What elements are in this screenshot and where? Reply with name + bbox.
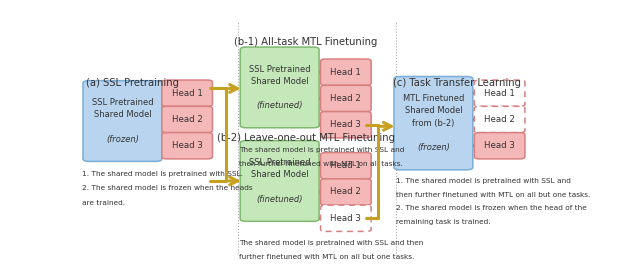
FancyBboxPatch shape — [162, 80, 212, 106]
Text: Head 2: Head 2 — [330, 94, 362, 103]
FancyBboxPatch shape — [394, 76, 473, 170]
Text: from (b-2): from (b-2) — [412, 119, 454, 128]
Text: Head 3: Head 3 — [484, 141, 515, 150]
Text: Shared Model: Shared Model — [93, 111, 151, 120]
FancyBboxPatch shape — [321, 59, 371, 85]
Text: (a) SSL Pretraining: (a) SSL Pretraining — [86, 78, 179, 88]
FancyBboxPatch shape — [321, 205, 371, 232]
Text: SSL Pretrained: SSL Pretrained — [249, 158, 310, 167]
Text: Head 1: Head 1 — [330, 161, 362, 170]
Text: (frozen): (frozen) — [106, 135, 139, 144]
Text: 1. The shared model is pretrained with SSL and: 1. The shared model is pretrained with S… — [396, 178, 572, 184]
Text: 2. The shared model is frozen when the heads: 2. The shared model is frozen when the h… — [83, 185, 253, 191]
FancyBboxPatch shape — [162, 133, 212, 159]
Text: (b-1) All-task MTL Finetuning: (b-1) All-task MTL Finetuning — [234, 37, 378, 47]
Text: then further finetuned with MTL on all tasks.: then further finetuned with MTL on all t… — [239, 161, 403, 167]
FancyBboxPatch shape — [474, 133, 525, 159]
FancyBboxPatch shape — [321, 85, 371, 112]
Text: remaining task is trained.: remaining task is trained. — [396, 219, 491, 225]
Text: The shared model is pretrained with SSL and: The shared model is pretrained with SSL … — [239, 147, 404, 153]
Text: (finetuned): (finetuned) — [257, 101, 303, 110]
Text: MTL Finetuned: MTL Finetuned — [403, 94, 464, 103]
FancyBboxPatch shape — [321, 112, 371, 138]
Text: Head 3: Head 3 — [172, 141, 203, 150]
Text: Head 2: Head 2 — [330, 188, 362, 197]
FancyBboxPatch shape — [162, 106, 212, 133]
Text: 2. The shared model is frozen when the head of the: 2. The shared model is frozen when the h… — [396, 205, 587, 211]
Text: Head 2: Head 2 — [172, 115, 203, 124]
FancyBboxPatch shape — [474, 80, 525, 106]
Text: Head 3: Head 3 — [330, 214, 362, 223]
Text: (finetuned): (finetuned) — [257, 195, 303, 204]
Text: Shared Model: Shared Model — [251, 170, 308, 179]
Text: (frozen): (frozen) — [417, 143, 450, 152]
FancyBboxPatch shape — [83, 81, 162, 161]
Text: Shared Model: Shared Model — [404, 106, 462, 115]
Text: 1. The shared model is pretrained with SSL.: 1. The shared model is pretrained with S… — [83, 171, 243, 177]
Text: (b-2) Leave-one-out MTL Finetuning: (b-2) Leave-one-out MTL Finetuning — [217, 133, 395, 143]
FancyBboxPatch shape — [321, 153, 371, 179]
FancyBboxPatch shape — [240, 47, 319, 128]
Text: The shared model is pretrained with SSL and then: The shared model is pretrained with SSL … — [239, 240, 423, 246]
FancyBboxPatch shape — [240, 141, 319, 221]
Text: Head 3: Head 3 — [330, 120, 362, 129]
Text: Head 1: Head 1 — [484, 89, 515, 98]
Text: further finetuned with MTL on all but one tasks.: further finetuned with MTL on all but on… — [239, 254, 414, 260]
Text: are trained.: are trained. — [83, 200, 125, 206]
Text: (c) Task Transfer Learning: (c) Task Transfer Learning — [393, 78, 521, 88]
FancyBboxPatch shape — [321, 179, 371, 205]
FancyBboxPatch shape — [474, 106, 525, 133]
Text: Head 1: Head 1 — [172, 89, 203, 98]
Text: Head 1: Head 1 — [330, 68, 362, 77]
Text: Shared Model: Shared Model — [251, 77, 308, 86]
Text: Head 2: Head 2 — [484, 115, 515, 124]
Text: then further finetuned with MTL on all but one tasks.: then further finetuned with MTL on all b… — [396, 192, 591, 198]
Text: SSL Pretrained: SSL Pretrained — [249, 65, 310, 74]
Text: SSL Pretrained: SSL Pretrained — [92, 98, 153, 107]
